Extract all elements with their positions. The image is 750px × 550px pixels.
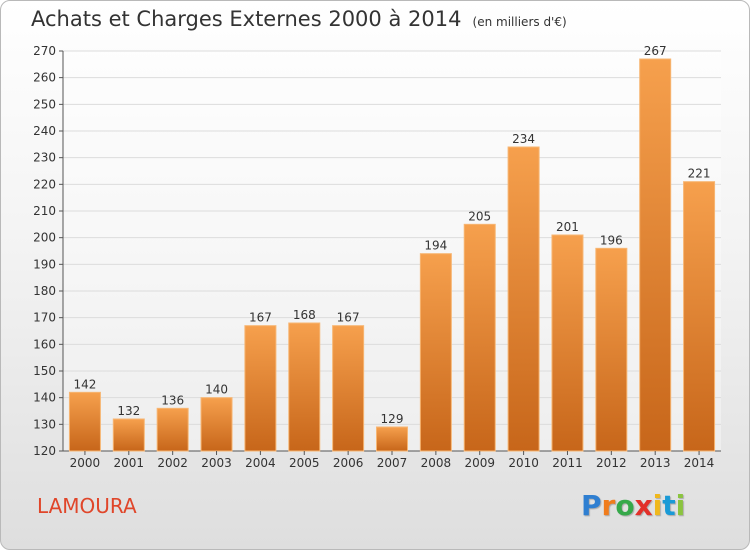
bar-group: 167 xyxy=(244,311,277,452)
y-tick-label: 150 xyxy=(33,364,56,378)
bar xyxy=(200,397,233,452)
x-tick-label: 2012 xyxy=(596,456,627,470)
y-tick-label: 230 xyxy=(33,151,56,165)
y-tick-label: 140 xyxy=(33,391,56,405)
x-tick-label: 2004 xyxy=(245,456,276,470)
bar-group: 201 xyxy=(551,220,584,452)
bar-group: 221 xyxy=(683,167,716,452)
y-tick-label: 240 xyxy=(33,124,56,138)
bar-group: 196 xyxy=(595,233,628,452)
bar-value-label: 142 xyxy=(73,377,96,391)
bar-value-label: 267 xyxy=(644,44,667,58)
bar xyxy=(507,146,540,452)
logo-letter: i xyxy=(652,489,663,522)
logo-letter: r xyxy=(601,489,616,522)
bar-group: 132 xyxy=(112,404,145,452)
x-tick-label: 2008 xyxy=(421,456,452,470)
y-tick-label: 130 xyxy=(33,417,56,431)
logo-letter: i xyxy=(675,489,686,522)
bar-group: 234 xyxy=(507,132,540,452)
y-tick-label: 210 xyxy=(33,204,56,218)
x-tick-label: 2006 xyxy=(333,456,364,470)
y-tick-label: 160 xyxy=(33,337,56,351)
bar xyxy=(639,58,672,452)
bar xyxy=(419,253,452,452)
x-tick-label: 2009 xyxy=(464,456,495,470)
bar xyxy=(244,325,277,452)
bar xyxy=(463,223,496,452)
y-tick-label: 200 xyxy=(33,231,56,245)
bar-value-label: 205 xyxy=(468,209,491,223)
y-tick-label: 180 xyxy=(33,284,56,298)
bar-group: 194 xyxy=(419,239,452,452)
commune-name: LAMOURA xyxy=(37,494,137,518)
y-tick-label: 220 xyxy=(33,177,56,191)
bar xyxy=(595,247,628,452)
proxiti-logo: Proxiti xyxy=(581,489,685,522)
bar-value-label: 196 xyxy=(600,233,623,247)
bar-group: 167 xyxy=(332,311,365,452)
y-tick-label: 170 xyxy=(33,311,56,325)
x-tick-label: 2013 xyxy=(640,456,671,470)
bar-value-label: 167 xyxy=(337,311,360,325)
x-tick-label: 2007 xyxy=(377,456,408,470)
y-tick-label: 270 xyxy=(33,44,56,58)
bar xyxy=(112,418,145,452)
bar-value-label: 132 xyxy=(117,404,140,418)
bar xyxy=(68,391,101,452)
bar xyxy=(683,181,716,452)
x-tick-label: 2010 xyxy=(508,456,539,470)
bar xyxy=(551,234,584,452)
bar-group: 168 xyxy=(288,308,321,452)
logo-letter: x xyxy=(634,489,653,522)
x-tick-label: 2011 xyxy=(552,456,583,470)
logo-letter: P xyxy=(581,489,602,522)
x-tick-label: 2001 xyxy=(114,456,145,470)
bar-value-label: 201 xyxy=(556,220,579,234)
bar-value-label: 136 xyxy=(161,393,184,407)
bar xyxy=(376,426,408,452)
bar xyxy=(156,407,189,452)
bar-value-label: 129 xyxy=(381,412,404,426)
bar-value-label: 167 xyxy=(249,311,272,325)
x-tick-label: 2014 xyxy=(684,456,715,470)
chart-unit-label: (en milliers d'€) xyxy=(472,15,567,29)
bar-value-label: 194 xyxy=(424,239,447,253)
y-tick-label: 250 xyxy=(33,97,56,111)
x-tick-label: 2000 xyxy=(70,456,101,470)
bar-group: 140 xyxy=(200,383,233,452)
chart-title-main: Achats et Charges Externes 2000 à 2014 xyxy=(31,7,462,31)
x-tick-label: 2002 xyxy=(157,456,188,470)
logo-letter: t xyxy=(662,489,676,522)
bar xyxy=(288,322,321,452)
x-tick-label: 2003 xyxy=(201,456,232,470)
y-tick-label: 260 xyxy=(33,71,56,85)
logo-letter: o xyxy=(615,489,635,522)
bar-group: 142 xyxy=(68,377,101,452)
y-tick-label: 120 xyxy=(33,444,56,458)
bar-value-label: 221 xyxy=(688,167,711,181)
chart-title: Achats et Charges Externes 2000 à 2014 (… xyxy=(31,7,567,31)
bar-value-label: 140 xyxy=(205,383,228,397)
bar-group: 136 xyxy=(156,393,189,452)
bar xyxy=(332,325,365,452)
bar-value-label: 234 xyxy=(512,132,535,146)
bar-value-label: 168 xyxy=(293,308,316,322)
y-tick-label: 190 xyxy=(33,257,56,271)
bar-group: 205 xyxy=(463,209,496,452)
x-tick-label: 2005 xyxy=(289,456,320,470)
bar-group: 129 xyxy=(376,412,408,452)
bar-group: 267 xyxy=(639,44,672,452)
